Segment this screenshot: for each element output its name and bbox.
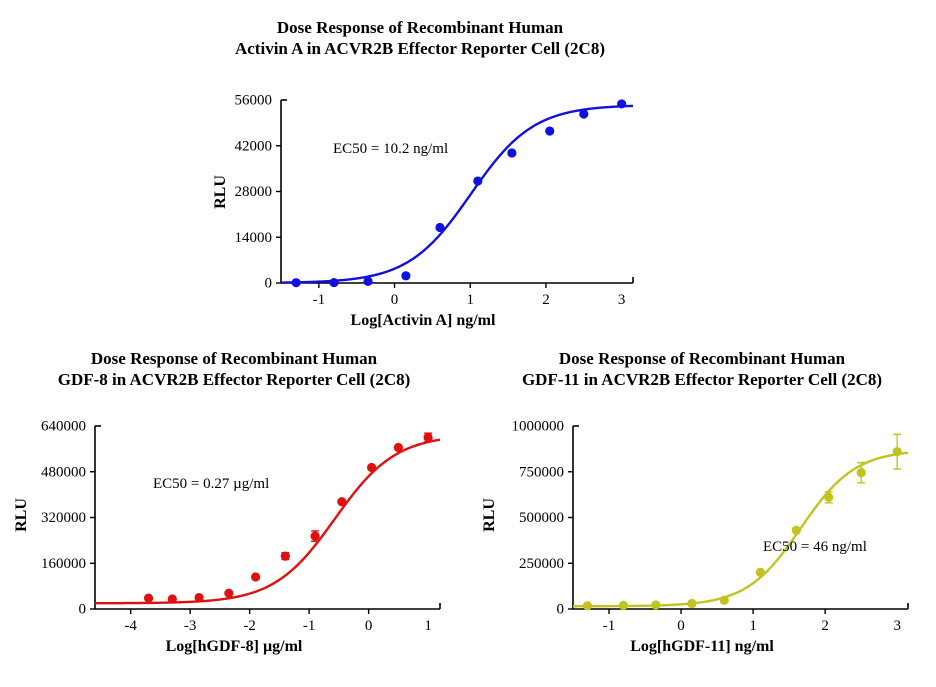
svg-text:-1: -1 bbox=[313, 292, 326, 308]
svg-text:28000: 28000 bbox=[235, 184, 273, 200]
svg-text:-2: -2 bbox=[243, 618, 256, 634]
svg-text:3: 3 bbox=[893, 618, 901, 634]
svg-text:640000: 640000 bbox=[41, 419, 86, 435]
svg-text:-4: -4 bbox=[124, 618, 137, 634]
svg-text:42000: 42000 bbox=[235, 138, 273, 154]
svg-text:-3: -3 bbox=[184, 618, 197, 634]
svg-text:1: 1 bbox=[749, 618, 757, 634]
svg-text:0: 0 bbox=[677, 618, 685, 634]
svg-text:480000: 480000 bbox=[41, 464, 86, 480]
svg-text:1: 1 bbox=[424, 618, 432, 634]
svg-text:0: 0 bbox=[365, 618, 373, 634]
svg-text:250000: 250000 bbox=[519, 556, 564, 572]
svg-text:160000: 160000 bbox=[41, 556, 86, 572]
svg-text:-1: -1 bbox=[603, 618, 616, 634]
svg-text:14000: 14000 bbox=[235, 230, 273, 246]
svg-text:-1: -1 bbox=[303, 618, 316, 634]
svg-text:320000: 320000 bbox=[41, 510, 86, 526]
svg-text:0: 0 bbox=[391, 292, 399, 308]
svg-text:2: 2 bbox=[542, 292, 550, 308]
svg-text:1000000: 1000000 bbox=[512, 419, 565, 435]
svg-text:2: 2 bbox=[821, 618, 829, 634]
svg-text:1: 1 bbox=[467, 292, 475, 308]
svg-text:56000: 56000 bbox=[235, 93, 273, 109]
svg-text:3: 3 bbox=[618, 292, 626, 308]
svg-text:0: 0 bbox=[79, 602, 87, 618]
svg-text:500000: 500000 bbox=[519, 510, 564, 526]
svg-text:750000: 750000 bbox=[519, 464, 564, 480]
svg-text:0: 0 bbox=[557, 602, 565, 618]
svg-text:0: 0 bbox=[265, 276, 273, 292]
